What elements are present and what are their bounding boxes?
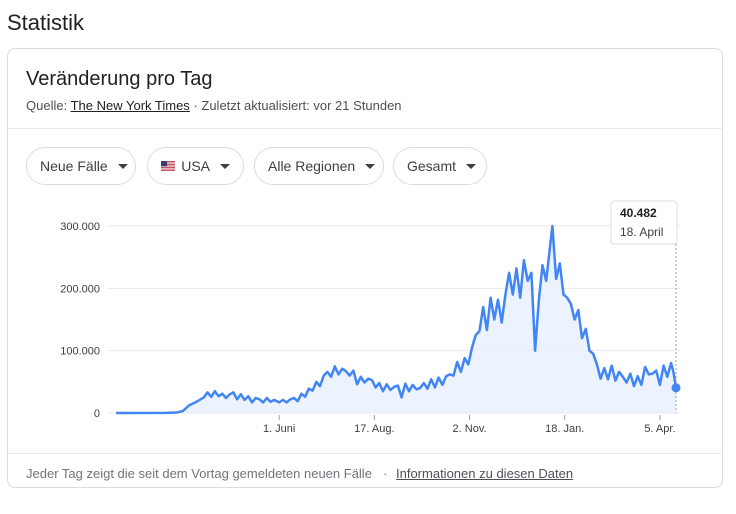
tooltip-box: [610, 200, 678, 245]
card-source: Quelle: The New York Times · Zuletzt akt…: [26, 98, 402, 113]
tooltip-value: 40.482: [620, 206, 657, 220]
card-footer: Jeder Tag zeigt die seit dem Vortag geme…: [8, 453, 722, 487]
caret-down-icon: [220, 163, 230, 169]
caret-down-icon: [365, 163, 376, 169]
range-dropdown-label: Gesamt: [407, 158, 457, 174]
x-tick-label: 17. Aug.: [354, 423, 394, 435]
page-heading: Statistik: [7, 10, 85, 35]
card-title: Veränderung pro Tag: [26, 68, 213, 90]
statistics-card: Veränderung pro Tag Quelle: The New York…: [7, 48, 723, 488]
footer-separator: ·: [383, 466, 388, 481]
y-tick-label: 100.000: [60, 346, 100, 358]
x-tick-label: 1. Juni: [263, 423, 295, 435]
source-prefix: Quelle:: [26, 98, 68, 113]
daily-cases-chart[interactable]: 0 100.000 200.000 300.000 1. Juni 17. Aug. 2.…: [8, 194, 723, 449]
metric-dropdown-label: Neue Fälle: [40, 158, 108, 174]
source-link[interactable]: The New York Times: [70, 98, 190, 113]
footer-note: Jeder Tag zeigt die seit dem Vortag geme…: [26, 466, 372, 481]
chart-tooltip: 40.482 18. April: [610, 200, 678, 245]
x-axis-labels: 1. Juni 17. Aug. 2. Nov. 18. Jan. 5. Apr.: [263, 415, 676, 435]
country-dropdown[interactable]: USA: [147, 147, 244, 185]
tooltip-date: 18. April: [620, 225, 663, 239]
card-header: Veränderung pro Tag Quelle: The New York…: [8, 49, 722, 129]
x-tick-label: 18. Jan.: [545, 423, 584, 435]
y-axis-labels: 0 100.000 200.000 300.000: [60, 221, 100, 420]
cases-area: [116, 226, 676, 413]
y-tick-label: 0: [94, 408, 100, 420]
chart-area[interactable]: 0 100.000 200.000 300.000 1. Juni 17. Aug. 2.…: [8, 194, 723, 449]
caret-down-icon: [466, 163, 477, 169]
metric-dropdown[interactable]: Neue Fälle: [26, 147, 136, 185]
region-dropdown-label: Alle Regionen: [268, 158, 356, 174]
region-dropdown[interactable]: Alle Regionen: [254, 147, 384, 185]
us-flag-icon: [161, 161, 176, 171]
cases-line: [115, 224, 678, 415]
x-tick-label: 5. Apr.: [644, 423, 675, 435]
range-dropdown[interactable]: Gesamt: [393, 147, 487, 185]
source-updated: · Zuletzt aktualisiert: vor 21 Stunden: [193, 98, 402, 113]
x-tick-label: 2. Nov.: [453, 423, 487, 435]
data-info-link[interactable]: Informationen zu diesen Daten: [396, 466, 574, 481]
y-tick-label: 200.000: [60, 283, 100, 295]
hover-point: [671, 383, 681, 393]
country-dropdown-label: USA: [181, 158, 210, 174]
y-tick-label: 300.000: [60, 221, 100, 233]
caret-down-icon: [117, 163, 128, 169]
